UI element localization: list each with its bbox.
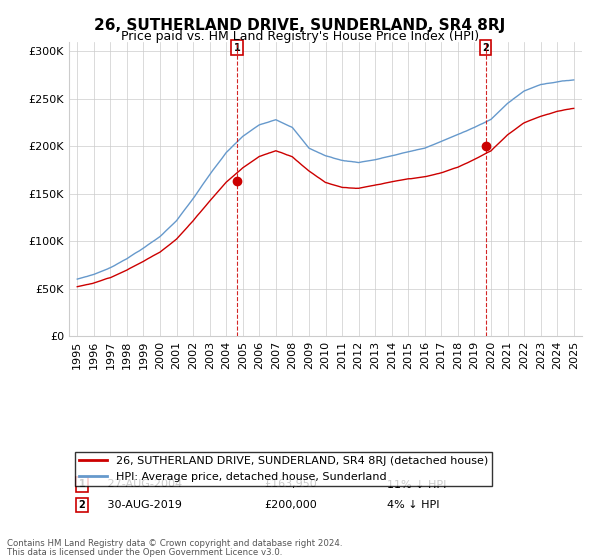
Text: 30-AUG-2019: 30-AUG-2019 <box>97 500 182 510</box>
Text: £200,000: £200,000 <box>264 500 317 510</box>
Text: £163,950: £163,950 <box>264 479 317 489</box>
Text: 2: 2 <box>79 500 85 510</box>
Text: This data is licensed under the Open Government Licence v3.0.: This data is licensed under the Open Gov… <box>7 548 283 557</box>
Text: 1: 1 <box>79 479 85 489</box>
Text: 11% ↓ HPI: 11% ↓ HPI <box>387 479 446 489</box>
Text: 27-AUG-2004: 27-AUG-2004 <box>97 479 182 489</box>
Text: 2: 2 <box>482 43 489 53</box>
Text: 26, SUTHERLAND DRIVE, SUNDERLAND, SR4 8RJ: 26, SUTHERLAND DRIVE, SUNDERLAND, SR4 8R… <box>94 18 506 33</box>
Text: Price paid vs. HM Land Registry's House Price Index (HPI): Price paid vs. HM Land Registry's House … <box>121 30 479 43</box>
Text: 4% ↓ HPI: 4% ↓ HPI <box>387 500 440 510</box>
Legend: 26, SUTHERLAND DRIVE, SUNDERLAND, SR4 8RJ (detached house), HPI: Average price, : 26, SUTHERLAND DRIVE, SUNDERLAND, SR4 8R… <box>74 452 493 486</box>
Text: Contains HM Land Registry data © Crown copyright and database right 2024.: Contains HM Land Registry data © Crown c… <box>7 539 343 548</box>
Text: 1: 1 <box>234 43 241 53</box>
